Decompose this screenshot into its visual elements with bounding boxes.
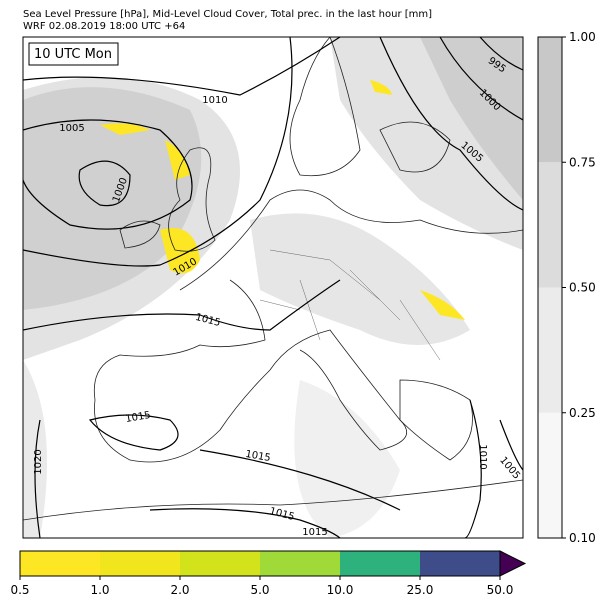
contour-label: 1015: [125, 410, 152, 425]
colorbar-tick-label: 0.5: [10, 583, 29, 597]
colorbar-segment: [538, 37, 562, 163]
title: Sea Level Pressure [hPa], Mid-Level Clou…: [23, 9, 432, 20]
colorbar-segment: [420, 551, 500, 576]
contour-label: 1015: [244, 449, 271, 464]
colorbar-tick-label: 5.0: [250, 583, 269, 597]
colorbar-tick-label: 1.00: [569, 30, 596, 44]
contour-label: 1010: [202, 95, 227, 106]
colorbar-tick-label: 0.25: [569, 406, 596, 420]
colorbar-segment: [538, 162, 562, 288]
time-label: 10 UTC Mon: [34, 47, 112, 62]
contour-label: 1015: [302, 527, 327, 538]
time-box: [28, 42, 119, 66]
colorbar-segment: [100, 551, 180, 576]
colorbar-tick-label: 50.0: [487, 583, 514, 597]
subtitle: WRF 02.08.2019 18:00 UTC +64: [23, 21, 185, 32]
colorbar-tick-label: 10.0: [327, 583, 354, 597]
colorbar-tick-label: 0.75: [569, 155, 596, 169]
colorbar-tick-label: 0.10: [569, 531, 596, 545]
contour-label: 1010: [477, 444, 488, 469]
contour-label: 1020: [33, 449, 44, 474]
contour-label: 1005: [59, 123, 84, 134]
colorbar-segment: [180, 551, 260, 576]
colorbar-segment: [260, 551, 340, 576]
colorbar-segment: [538, 287, 562, 413]
colorbar-segment: [20, 551, 100, 576]
colorbar-segment: [340, 551, 420, 576]
colorbar-extension: [499, 550, 527, 577]
colorbar-tick-label: 0.50: [569, 281, 596, 295]
map: 1010 1005 1000 1010 1015 1015 1020 1015 …: [22, 36, 524, 539]
colorbar-segment: [538, 412, 562, 538]
colorbar-tick-label: 2.0: [170, 583, 189, 597]
colorbar-tick-label: 25.0: [407, 583, 434, 597]
colorbar-tick-label: 1.0: [90, 583, 109, 597]
